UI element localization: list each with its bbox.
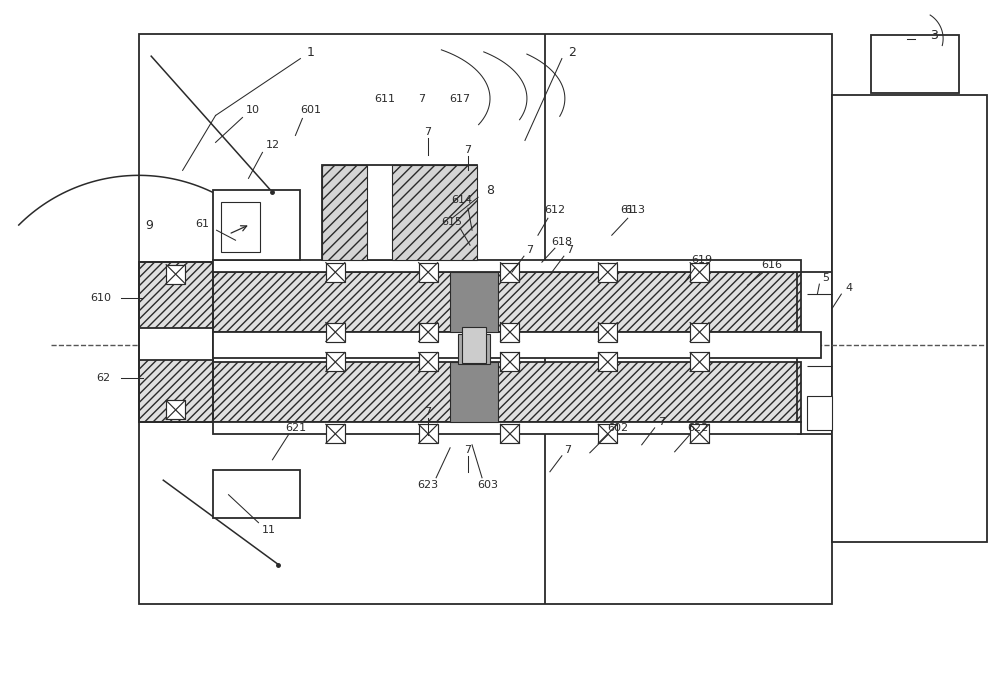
Bar <box>598 353 617 372</box>
Bar <box>326 323 345 342</box>
Bar <box>139 352 213 422</box>
Bar <box>213 422 801 434</box>
Text: 614: 614 <box>452 195 473 205</box>
Text: 601: 601 <box>300 106 321 116</box>
Bar <box>807 396 832 430</box>
Text: 610: 610 <box>90 293 111 303</box>
Text: 7: 7 <box>419 94 426 104</box>
Bar <box>690 424 709 443</box>
Bar <box>326 262 345 281</box>
Text: 8: 8 <box>486 184 494 197</box>
Bar <box>598 323 617 342</box>
Bar <box>458 334 490 364</box>
Text: 4: 4 <box>846 283 853 293</box>
Bar <box>213 470 300 518</box>
Bar <box>450 272 498 332</box>
Bar <box>690 353 709 372</box>
Text: 7: 7 <box>425 407 432 417</box>
Text: 7: 7 <box>658 417 665 427</box>
Bar <box>690 323 709 342</box>
Text: 9: 9 <box>145 218 153 232</box>
Text: 61: 61 <box>196 219 210 230</box>
Text: 62: 62 <box>97 373 111 383</box>
Text: 11: 11 <box>261 524 275 535</box>
Bar <box>213 260 801 272</box>
Bar <box>213 362 801 422</box>
Bar <box>598 424 617 443</box>
Text: 612: 612 <box>544 205 565 216</box>
Text: 623: 623 <box>418 480 439 490</box>
Text: 7: 7 <box>465 444 472 455</box>
Bar <box>500 424 519 443</box>
Text: 7: 7 <box>564 444 571 455</box>
Bar <box>419 424 438 443</box>
Text: 602: 602 <box>607 423 628 433</box>
Bar <box>419 353 438 372</box>
Text: 617: 617 <box>450 94 471 104</box>
Text: 603: 603 <box>478 480 499 490</box>
Bar <box>213 272 801 332</box>
Text: 622: 622 <box>687 423 708 433</box>
Bar <box>392 165 477 260</box>
Text: 615: 615 <box>442 217 463 228</box>
Text: 12: 12 <box>265 141 280 150</box>
Bar <box>598 262 617 281</box>
Bar <box>832 94 987 542</box>
Bar <box>139 262 213 332</box>
Text: 7: 7 <box>465 146 472 155</box>
Text: 613: 613 <box>624 205 645 216</box>
Bar <box>326 353 345 372</box>
Bar <box>690 262 709 281</box>
Bar <box>326 424 345 443</box>
Bar <box>139 34 832 605</box>
Bar <box>419 323 438 342</box>
Bar <box>322 165 477 260</box>
Text: 10: 10 <box>245 106 259 116</box>
Bar <box>213 190 300 260</box>
Text: 7: 7 <box>425 127 432 137</box>
Bar <box>139 328 213 360</box>
Text: 7: 7 <box>526 245 534 255</box>
Text: 1: 1 <box>306 46 314 59</box>
Text: 3: 3 <box>930 29 938 42</box>
Bar <box>500 262 519 281</box>
Text: 616: 616 <box>761 260 782 270</box>
Bar <box>166 265 185 284</box>
Bar <box>139 262 213 422</box>
Text: 2: 2 <box>568 46 576 59</box>
Text: 61: 61 <box>621 205 635 216</box>
Text: 7: 7 <box>566 245 573 255</box>
Text: 618: 618 <box>551 237 572 247</box>
Bar <box>500 323 519 342</box>
Bar <box>166 400 185 419</box>
Bar <box>871 34 959 92</box>
Bar <box>500 353 519 372</box>
Bar <box>221 202 260 252</box>
Text: 5: 5 <box>822 273 829 283</box>
Bar <box>419 262 438 281</box>
Bar <box>322 165 367 260</box>
Bar <box>213 332 821 358</box>
Bar <box>450 362 498 422</box>
Bar <box>462 327 486 363</box>
Text: 611: 611 <box>375 94 396 104</box>
Text: 621: 621 <box>285 423 306 433</box>
Text: 619: 619 <box>691 256 712 265</box>
